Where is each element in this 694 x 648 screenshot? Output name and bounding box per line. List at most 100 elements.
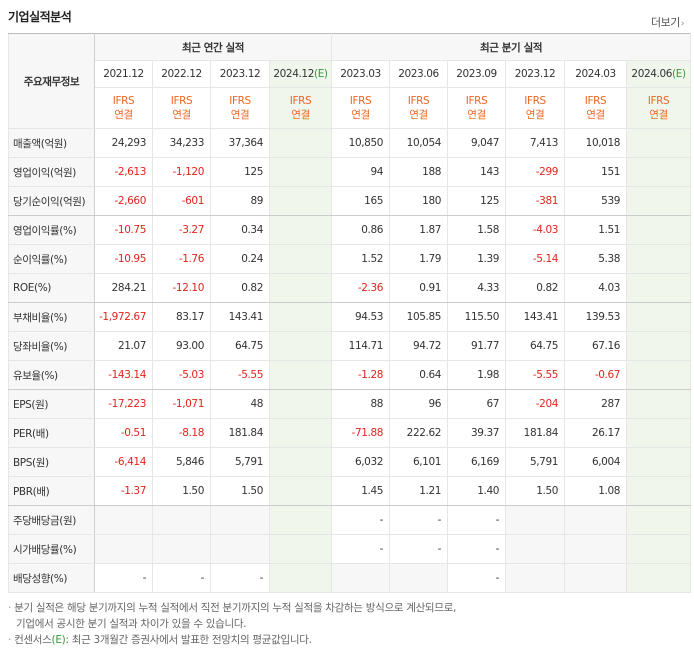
ifrs-standard: IFRS [465,95,488,107]
table-cell: 1.50 [210,476,270,506]
table-cell: -1.76 [152,244,211,274]
period-header: 2023.06 [389,60,449,88]
table-cell: 125 [210,157,270,187]
ifrs-label: IFRS 연결 [210,87,270,129]
table-cell: 1.79 [389,244,449,274]
table-cell: -0.67 [564,360,628,390]
table-cell [268,215,333,245]
ifrs-label: IFRS 연결 [389,87,449,129]
table-cell: 0.24 [210,244,270,274]
table-cell: 1.50 [505,476,566,506]
table-cell: 222.62 [389,418,449,448]
table-cell: 0.86 [331,215,391,245]
table-cell [94,534,153,564]
table-cell: 6,004 [564,447,628,477]
table-cell [152,505,211,535]
ifrs-label: IFRS 연결 [331,87,391,129]
ifrs-consolidated: 연결 [114,109,133,121]
table-cell [268,389,333,419]
ifrs-consolidated: 연결 [467,109,486,121]
ifrs-standard: IFRS [524,95,546,107]
table-cell: -8.18 [152,418,211,448]
section-title: 기업실적분석 [8,10,72,24]
table-cell: 0.82 [210,273,270,303]
table-cell: 9,047 [447,128,507,158]
more-link[interactable]: 더보기› [651,14,685,30]
table-cell [505,563,566,593]
table-cell: 4.33 [447,273,507,303]
table-cell [94,505,153,535]
estimate-marker: (E) [672,68,686,80]
table-cell [268,128,333,158]
table-cell: 165 [331,186,391,216]
table-cell: 21.07 [94,331,153,361]
ifrs-standard: IFRS [584,95,607,107]
table-cell: - [447,505,507,535]
table-cell: - [152,563,211,593]
ifrs-standard: IFRS [229,95,251,107]
period-header: 2023.09 [447,60,507,88]
table-cell [268,534,333,564]
table-row: EPS(원) -17,223 -1,071 48 88 96 67 -204 287 [8,389,692,419]
ifrs-consolidated: 연결 [409,109,428,121]
table-cell: -1,972.67 [94,302,153,332]
row-label: 유보율(%) [8,360,95,390]
table-cell: -1.37 [94,476,153,506]
period-label: 2021.12 [103,68,144,80]
table-cell: 34,233 [152,128,211,158]
table-cell: -381 [505,186,566,216]
table-cell: -5.55 [505,360,566,390]
table-row: 배당성향(%) - - - - [8,563,692,593]
table-cell: 10,850 [331,128,391,158]
table-cell: -204 [505,389,566,419]
table-cell: 37,364 [210,128,270,158]
table-cell [268,157,333,187]
table-cell: 1.51 [564,215,628,245]
table-cell: 143 [447,157,507,187]
ifrs-label: IFRS 연결 [447,87,507,129]
table-cell [626,215,692,245]
table-cell: 1.58 [447,215,507,245]
table-cell: -1.28 [331,360,391,390]
footnote-1-line1: 분기 실적은 해당 분기까지의 누적 실적에서 직전 분기까지의 누적 실적을 … [14,602,457,614]
table-row: 주당배당금(원) - - - [8,505,692,535]
table-cell: 94 [331,157,391,187]
table-cell: -5.14 [505,244,566,274]
ifrs-label: IFRS 연결 [505,87,566,129]
table-cell: 1.40 [447,476,507,506]
table-cell [626,273,692,303]
table-cell: 5.38 [564,244,628,274]
table-cell: 91.77 [447,331,507,361]
table-cell [268,447,333,477]
table-cell: -4.03 [505,215,566,245]
period-header: 2023.03 [331,60,391,88]
table-cell: 181.84 [505,418,566,448]
row-label: 순이익률(%) [8,244,95,274]
table-cell [152,534,211,564]
financial-table: 주요재무정보 최근 연간 실적 최근 분기 실적 2021.12 2022.12 2… [8,33,692,593]
table-cell [626,186,692,216]
table-cell: 7,413 [505,128,566,158]
table-cell [626,505,692,535]
table-cell: 0.82 [505,273,566,303]
table-cell: 10,018 [564,128,628,158]
table-row: 영업이익률(%) -10.75 -3.27 0.34 0.86 1.87 1.58 -4.03… [8,215,692,245]
table-cell: -71.88 [331,418,391,448]
table-cell: 93.00 [152,331,211,361]
ifrs-standard: IFRS [349,95,372,107]
table-cell: 188 [389,157,449,187]
period-label: 2023.03 [340,68,381,80]
table-cell: -2,660 [94,186,153,216]
table-cell: - [210,563,270,593]
table-cell: 64.75 [505,331,566,361]
table-cell: -2,613 [94,157,153,187]
period-label: 2023.12 [514,68,556,80]
row-label: EPS(원) [8,389,95,419]
table-cell: - [447,534,507,564]
footnote-1-cont: 기업에서 공시한 분기 실적과 차이가 있을 수 있습니다. [16,618,247,630]
table-cell: 143.41 [505,302,566,332]
ifrs-standard: IFRS [289,95,312,107]
table-row: 부채비율(%) -1,972.67 83.17 143.41 94.53 105.85 11… [8,302,692,332]
table-cell: 1.08 [564,476,628,506]
ifrs-consolidated: 연결 [525,109,545,121]
